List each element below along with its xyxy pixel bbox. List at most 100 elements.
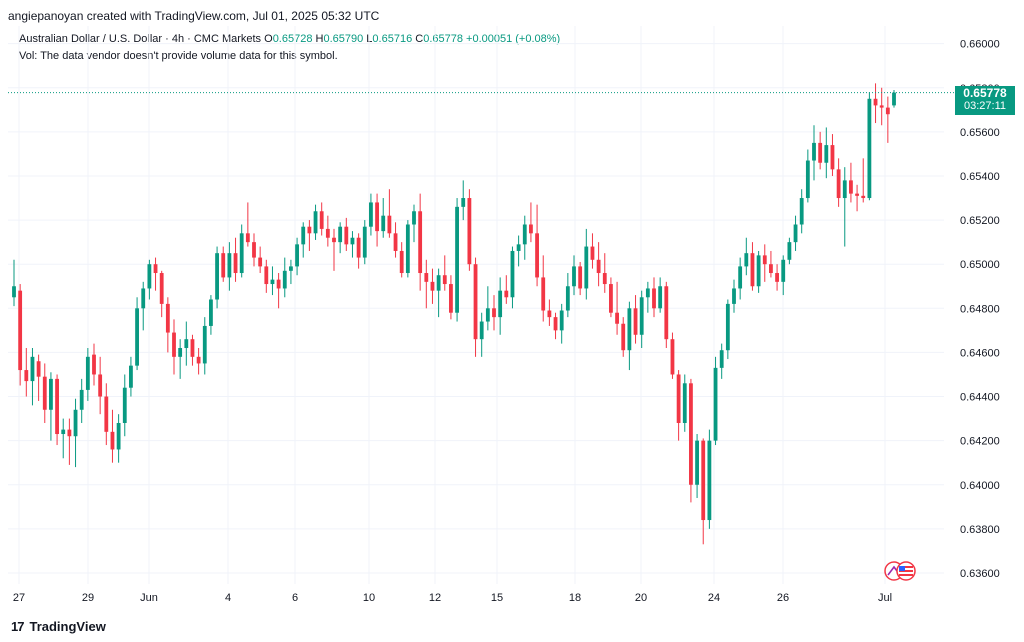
- x-tick-label: 12: [429, 592, 441, 604]
- x-tick-label: Jul: [878, 592, 892, 604]
- candle-body: [239, 233, 244, 274]
- candle-body: [485, 308, 490, 322]
- candle-body: [805, 160, 810, 199]
- last-price-tag: 0.65778 03:27:11: [955, 86, 1015, 115]
- y-tick-label: 0.65400: [960, 171, 1000, 183]
- candle-body: [412, 211, 416, 225]
- y-tick-label: 0.66000: [960, 39, 1000, 51]
- candle-body: [473, 264, 478, 340]
- x-tick-label: 26: [777, 592, 789, 604]
- candle-body: [504, 290, 509, 298]
- candle-body: [141, 288, 146, 309]
- candle-body: [842, 180, 847, 199]
- candle-body: [756, 255, 761, 287]
- candle-body: [664, 286, 669, 340]
- candle-body: [762, 255, 767, 265]
- candle-body: [344, 226, 349, 245]
- candle-body: [830, 145, 835, 170]
- candle-body: [270, 279, 275, 285]
- candle-body: [252, 242, 256, 258]
- candle-body: [541, 277, 546, 311]
- candle-body: [769, 264, 773, 274]
- candle-body: [190, 339, 195, 357]
- tradingview-brand: 17 TradingView: [11, 619, 106, 634]
- candle-body: [369, 202, 373, 227]
- candle-body: [18, 290, 23, 371]
- y-tick-label: 0.65000: [960, 259, 1000, 271]
- symbol-name[interactable]: Australian Dollar / U.S. Dollar · 4h · C…: [19, 33, 262, 45]
- candle-body: [24, 370, 29, 382]
- candle-body: [725, 303, 730, 351]
- candle-body: [602, 273, 607, 285]
- candle-body: [609, 284, 613, 313]
- candle-body: [676, 374, 681, 423]
- candle-body: [879, 105, 884, 108]
- candle-body: [436, 275, 441, 291]
- candle-body: [313, 211, 318, 234]
- candle-body: [202, 325, 207, 364]
- candle-body: [264, 266, 269, 285]
- candle-body: [215, 253, 219, 300]
- candle-body: [559, 310, 564, 331]
- x-tick-label: 15: [491, 592, 503, 604]
- candle-body: [535, 233, 539, 278]
- y-tick-label: 0.63600: [960, 568, 1000, 580]
- x-axis: 27 29 Jun 4 6 10 12 15 18 20 24 26 Jul: [13, 592, 892, 604]
- candle-body: [793, 224, 798, 243]
- candle-body: [670, 339, 675, 375]
- candle-body: [461, 198, 466, 207]
- candle-body: [787, 242, 792, 260]
- candle-body: [861, 195, 866, 199]
- y-tick-label: 0.65200: [960, 215, 1000, 227]
- candle-body: [627, 308, 632, 351]
- candle-body: [387, 215, 392, 234]
- change-value: +0.00051 (+0.08%): [466, 33, 561, 45]
- candle-body: [719, 350, 724, 368]
- candle-body: [590, 246, 595, 260]
- candle-body: [510, 250, 515, 298]
- creator-line: angiepanoyan created with TradingView.co…: [8, 9, 380, 23]
- candle-body: [332, 237, 336, 243]
- candle-body: [885, 107, 890, 115]
- candle-body: [516, 244, 521, 251]
- candle-body: [338, 226, 343, 243]
- candle-body: [572, 266, 576, 287]
- candle-body: [221, 253, 226, 278]
- candle-body: [689, 383, 693, 485]
- candle-body: [350, 237, 355, 245]
- candle-body: [165, 303, 170, 333]
- candle-body: [578, 266, 583, 289]
- candle-body: [615, 312, 619, 324]
- candle-body: [67, 429, 72, 437]
- candle-body: [227, 253, 232, 278]
- us-flag-icon[interactable]: [883, 560, 917, 582]
- candle-body: [849, 180, 853, 194]
- y-axis: 0.660000.658000.656000.654000.652000.650…: [960, 39, 1000, 580]
- y-tick-label: 0.64000: [960, 480, 1000, 492]
- candle-body: [522, 224, 527, 245]
- x-tick-label: 6: [292, 592, 298, 604]
- candle-body: [744, 253, 749, 267]
- candle-body: [245, 233, 250, 243]
- x-tick-label: 24: [708, 592, 720, 604]
- candle-body: [184, 339, 189, 349]
- candle-body: [178, 348, 183, 357]
- candle-body: [732, 288, 736, 304]
- brand-name: TradingView: [29, 619, 106, 634]
- candle-body: [750, 253, 755, 287]
- candle-body: [307, 226, 312, 234]
- candle-body: [738, 266, 743, 289]
- x-tick-label: 10: [363, 592, 375, 604]
- candle-body: [479, 321, 484, 340]
- candle-body: [873, 98, 878, 106]
- candle-body: [707, 440, 712, 521]
- candle-body: [116, 422, 121, 450]
- candle-body: [652, 288, 656, 309]
- candle-body: [633, 308, 638, 335]
- candle-body: [584, 246, 589, 289]
- candle-body: [36, 361, 41, 377]
- candle-body: [79, 389, 84, 410]
- x-tick-label: 29: [82, 592, 94, 604]
- candle-body: [596, 259, 601, 274]
